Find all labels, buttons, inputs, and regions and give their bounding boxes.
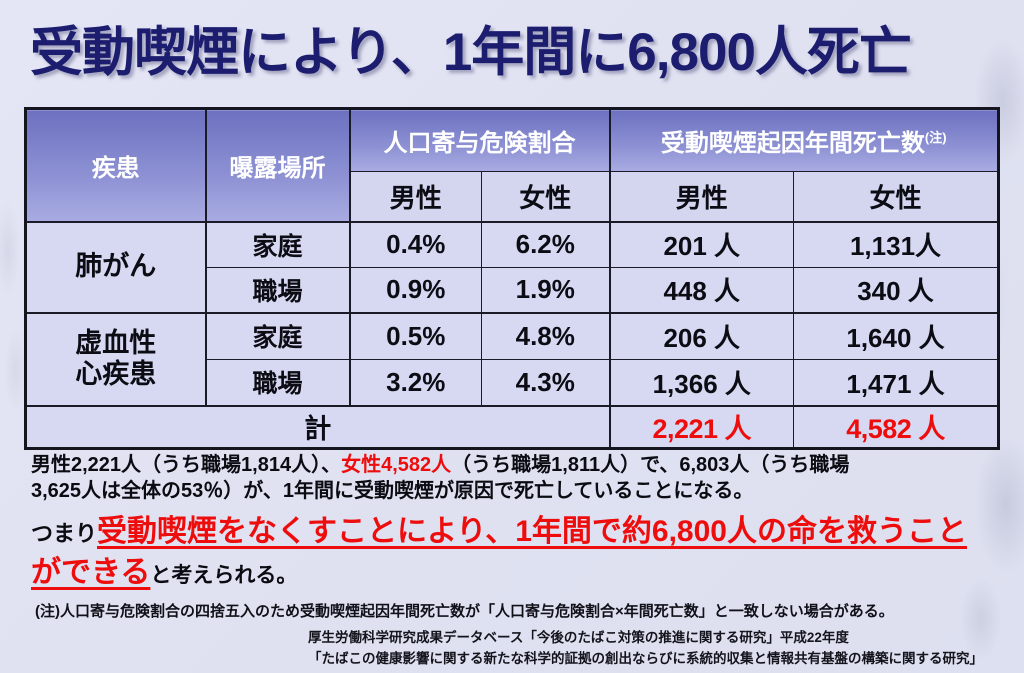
table-row: 肺がん 家庭 0.4% 6.2% 201 人 1,131人 bbox=[25, 220, 1000, 313]
cell-place: 職場 bbox=[204, 267, 350, 313]
cell-paf-female: 1.9% bbox=[481, 267, 610, 313]
cell-paf-male: 0.4% bbox=[348, 220, 482, 268]
col-header-disease: 疾患 bbox=[25, 108, 206, 222]
cell-deaths-male: 201 人 bbox=[608, 220, 794, 268]
col-header-deaths-group: 受動喫煙起因年間死亡数(注) bbox=[608, 108, 1000, 172]
cell-place: 家庭 bbox=[204, 311, 350, 360]
cell-place: 職場 bbox=[204, 359, 350, 406]
cell-paf-male: 0.5% bbox=[348, 311, 482, 360]
source-line-1: 厚生労働科学研究成果データベース「今後のたばこ対策の推進に関する研究」平成22年… bbox=[308, 630, 849, 645]
background-watermark-left bbox=[0, 160, 26, 460]
col-header-exposure-place: 曝露場所 bbox=[204, 108, 350, 222]
cell-paf-male: 0.9% bbox=[348, 267, 482, 313]
cell-deaths-female: 1,471 人 bbox=[792, 359, 1000, 406]
cell-total-deaths-male: 2,221 人 bbox=[608, 404, 794, 449]
cell-deaths-male: 1,366 人 bbox=[608, 359, 794, 406]
conclusion-line-1: つまり受動喫煙をなくすことにより、1年間で約6,800人の命を救うこと bbox=[31, 512, 1006, 553]
conclusion-highlight: 受動喫煙をなくすことにより、1年間で約6,800人の命を救うこと bbox=[97, 515, 967, 548]
summary-text: （うち職場1,811人）で、6,803人（うち職場 bbox=[451, 454, 850, 476]
footnote: (注)人口寄与危険割合の四捨五入のため受動喫煙起因年間死亡数が「人口寄与危険割合… bbox=[35, 603, 894, 620]
source-line-2: 「たばこの健康影響に関する新たな科学的証拠の創出ならびに系統的収集と情報共有基盤… bbox=[308, 650, 983, 666]
cell-deaths-female: 340 人 bbox=[792, 267, 1000, 313]
subheader-deaths-female: 女性 bbox=[792, 171, 1000, 222]
source-citation: 厚生労働科学研究成果データベース「今後のたばこ対策の推進に関する研究」平成22年… bbox=[308, 628, 1008, 670]
cell-total-deaths-female: 4,582 人 bbox=[792, 404, 1000, 449]
col-header-paf-group: 人口寄与危険割合 bbox=[348, 108, 610, 172]
cell-total-label: 計 bbox=[25, 404, 610, 449]
summary-female-total-red: 女性4,582人 bbox=[341, 454, 452, 476]
page-title: 受動喫煙により、1年間に6,800人死亡 bbox=[30, 23, 912, 82]
cell-paf-female: 4.8% bbox=[481, 311, 610, 360]
table-row: 虚血性 心疾患 家庭 0.5% 4.8% 206 人 1,640 人 bbox=[25, 311, 1000, 406]
cell-disease-lung-cancer: 肺がん bbox=[25, 220, 206, 313]
subheader-paf-female: 女性 bbox=[481, 171, 610, 222]
table-row: 職場 3.2% 4.3% 1,366 人 1,471 人 bbox=[26, 359, 1000, 406]
cell-disease-ischemic-heart: 虚血性 心疾患 bbox=[25, 311, 206, 406]
summary-line-2: 3,625人は全体の53％）が、1年間に受動喫煙が原因で死亡していることになる。 bbox=[31, 480, 754, 502]
deaths-group-note-marker: (注) bbox=[924, 130, 947, 145]
cell-deaths-female: 1,640 人 bbox=[792, 311, 1000, 360]
subheader-deaths-male: 男性 bbox=[608, 171, 794, 222]
table-row: 職場 0.9% 1.9% 448 人 340 人 bbox=[26, 267, 1000, 313]
summary-paragraph: 男性2,221人（うち職場1,814人）、女性4,582人（うち職場1,811人… bbox=[31, 452, 991, 504]
conclusion-lead: つまり bbox=[31, 521, 98, 546]
conclusion-tail: と考えられる。 bbox=[150, 563, 298, 587]
cell-deaths-male: 448 人 bbox=[608, 267, 794, 313]
table-total-row: 計 2,221 人 4,582 人 bbox=[25, 404, 1000, 449]
cell-place: 家庭 bbox=[204, 220, 350, 268]
subheader-paf-male: 男性 bbox=[348, 171, 482, 222]
passive-smoking-deaths-table: 疾患 曝露場所 人口寄与危険割合 受動喫煙起因年間死亡数(注) 男性 女性 男性… bbox=[24, 107, 1001, 450]
conclusion-paragraph: つまり受動喫煙をなくすことにより、1年間で約6,800人の命を救うこと ができる… bbox=[31, 512, 1006, 593]
conclusion-highlight: ができる bbox=[31, 555, 151, 589]
summary-line-1: 男性2,221人（うち職場1,814人）、女性4,582人（うち職場1,811人… bbox=[31, 452, 991, 478]
summary-text: 男性2,221人（うち職場1,814人）、 bbox=[31, 454, 342, 476]
cell-paf-male: 3.2% bbox=[348, 359, 482, 406]
cell-deaths-male: 206 人 bbox=[608, 311, 794, 360]
cell-deaths-female: 1,131人 bbox=[792, 220, 1000, 268]
cell-paf-female: 6.2% bbox=[481, 220, 610, 268]
deaths-group-label: 受動喫煙起因年間死亡数 bbox=[660, 130, 925, 157]
conclusion-line-2: ができると考えられる。 bbox=[31, 553, 1006, 594]
cell-paf-female: 4.3% bbox=[481, 359, 610, 406]
